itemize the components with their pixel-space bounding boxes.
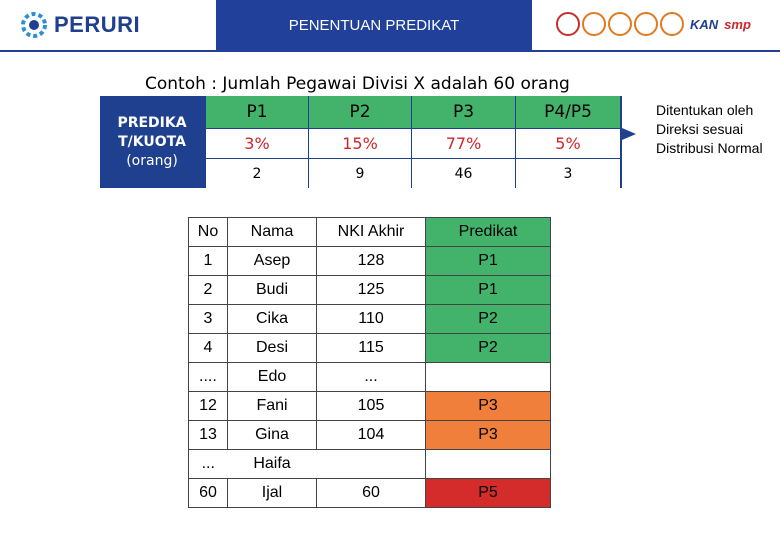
quota-label-line: PREDIKA [117,114,187,131]
quota-label-line: T/KUOTA [118,133,186,150]
table-header-row: No Nama NKI Akhir Predikat [188,217,551,247]
cell-nki: 60 [316,478,426,508]
cell-no: 2 [188,275,228,305]
cell-nki: 104 [316,420,426,450]
table-row: 12 Fani 105 P3 [188,391,551,421]
cell-nki: ... [316,362,426,392]
table-row: 4 Desi 115 P2 [188,333,551,363]
cell-nki [316,449,426,479]
cell-nama: Desi [227,333,317,363]
quota-count-p3: 46 [412,158,515,188]
quota-row-label: PREDIKA T/KUOTA (orang) [100,96,204,188]
cell-no: 4 [188,333,228,363]
cell-predikat: P3 [425,420,551,450]
table-row: .... Edo ... [188,362,551,392]
header-divider [0,50,780,52]
cert-icon [608,12,632,36]
cell-predikat [425,362,551,392]
header-nki: NKI Akhir [316,217,426,247]
table-row: 13 Gina 104 P3 [188,420,551,450]
cell-no: .... [188,362,228,392]
quota-percent-p3: 77% [412,128,515,158]
side-note: Ditentukan oleh Direksi sesuai Distribus… [656,102,763,156]
certification-logos: KAN smp [556,12,751,36]
arrow-icon [622,128,636,140]
cell-nki: 125 [316,275,426,305]
cell-nki: 128 [316,246,426,276]
cell-nama: Budi [227,275,317,305]
iso-badge-icon [556,12,580,36]
header-predikat: Predikat [425,217,551,247]
peruri-emblem-icon [20,11,48,39]
cell-predikat: P2 [425,333,551,363]
peruri-logo: PERURI [20,8,140,42]
cell-predikat [425,449,551,479]
table-row: 1 Asep 128 P1 [188,246,551,276]
smp-logo: smp [724,16,751,32]
cell-nki: 105 [316,391,426,421]
cell-nama: Haifa [227,449,317,479]
employee-predicate-table: No Nama NKI Akhir Predikat 1 Asep 128 P1… [188,217,551,508]
page-title: PENENTUAN PREDIKAT [216,0,532,50]
cell-no: 13 [188,420,228,450]
cell-nki: 115 [316,333,426,363]
quota-percent-p2: 15% [309,128,411,158]
cell-nama: Cika [227,304,317,334]
cell-nama: Edo [227,362,317,392]
cell-nama: Ijal [227,478,317,508]
quota-count-p1: 2 [206,158,308,188]
cell-predikat: P5 [425,478,551,508]
header-nama: Nama [227,217,317,247]
quota-header-p4p5: P4/P5 [516,96,620,128]
cell-predikat: P3 [425,391,551,421]
table-row: 2 Budi 125 P1 [188,275,551,305]
quota-count-p2: 9 [309,158,411,188]
table-row: 60 Ijal 60 P5 [188,478,551,508]
cert-icon [582,12,606,36]
table-row: 3 Cika 110 P2 [188,304,551,334]
quota-percent-p1: 3% [206,128,308,158]
cell-nama: Gina [227,420,317,450]
cell-no: ... [188,449,228,479]
quota-count-p4p5: 3 [516,158,620,188]
cell-predikat: P2 [425,304,551,334]
kan-logo: KAN [690,16,719,32]
quota-percent-p4p5: 5% [516,128,620,158]
header-no: No [188,217,228,247]
cell-no: 12 [188,391,228,421]
quota-label-line: (orang) [126,152,178,169]
cert-icon [634,12,658,36]
cell-no: 3 [188,304,228,334]
cell-nki: 110 [316,304,426,334]
quota-header-p2: P2 [309,96,411,128]
quota-header-p3: P3 [412,96,515,128]
table-row: ... Haifa [188,449,551,479]
quota-header-p1: P1 [206,96,308,128]
cell-nama: Asep [227,246,317,276]
cell-predikat: P1 [425,246,551,276]
cell-no: 1 [188,246,228,276]
cell-nama: Fani [227,391,317,421]
logo-text: PERURI [54,12,141,37]
example-subtitle: Contoh : Jumlah Pegawai Divisi X adalah … [145,74,570,94]
cell-no: 60 [188,478,228,508]
cert-icon [660,12,684,36]
cell-predikat: P1 [425,275,551,305]
